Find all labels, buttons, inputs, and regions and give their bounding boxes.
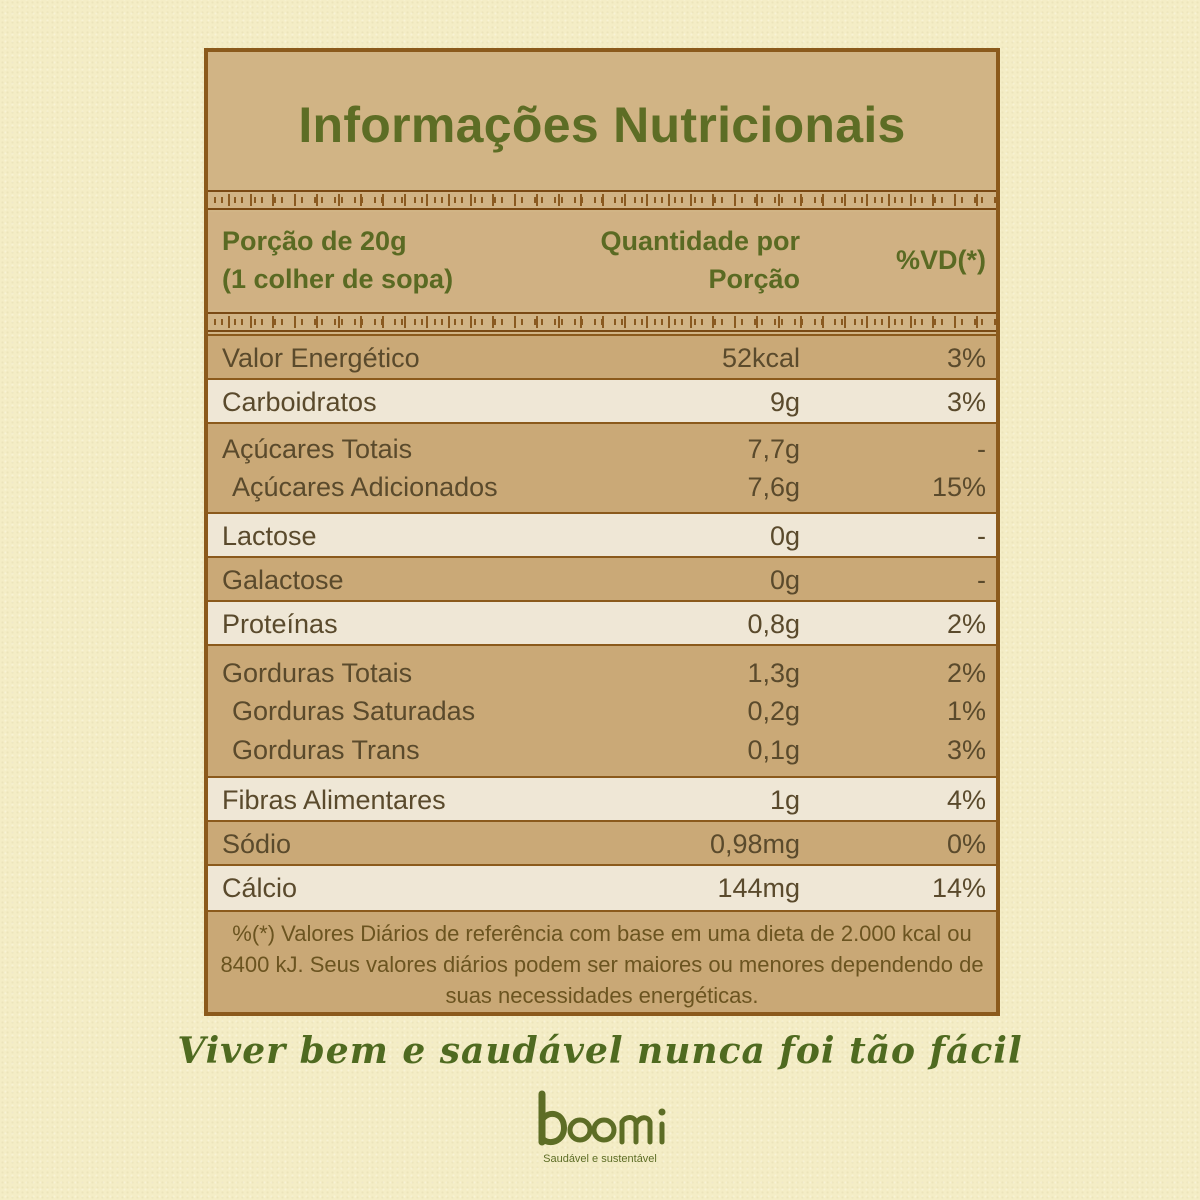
nutrient-quantity: 1g	[769, 785, 800, 815]
nutrient-quantity: 0,2g	[747, 696, 800, 726]
nutrient-row: Proteínas 0,8g 2%	[208, 600, 996, 644]
nutrient-line: Fibras Alimentares 1g 4%	[208, 781, 996, 819]
daily-value-header: %VD(*)	[895, 245, 986, 275]
decorative-stripe-top	[208, 188, 996, 212]
table-header: Porção de 20g (1 colher de sopa) Quantid…	[208, 212, 996, 310]
nutrient-name: Gorduras Totais	[222, 658, 413, 688]
nutrient-quantity: 1,3g	[747, 658, 800, 688]
nutrient-daily-value: 15%	[931, 472, 986, 502]
nutrition-facts-panel: Informações Nutricionais Porção de 20g (…	[204, 48, 1000, 1016]
slogan: Viver bem e saudável nunca foi tão fácil	[177, 1030, 1023, 1072]
quantity-header: Quantidade por Porção	[600, 222, 800, 298]
nutrient-line: Gorduras Totais 1,3g 2%	[208, 654, 996, 692]
nutrient-name: Fibras Alimentares	[222, 785, 446, 815]
nutrient-line: Cálcio 144mg 14%	[208, 869, 996, 907]
nutrient-name: Açúcares Adicionados	[232, 472, 498, 502]
nutrient-line: Gorduras Saturadas 0,2g 1%	[208, 692, 996, 730]
nutrient-quantity: 9g	[769, 387, 800, 417]
nutrition-title: Informações Nutricionais	[298, 97, 906, 153]
nutrient-name: Gorduras Trans	[232, 735, 420, 765]
nutrient-name: Galactose	[222, 565, 344, 595]
nutrient-row: Cálcio 144mg 14%	[208, 864, 996, 910]
nutrient-row: Lactose 0g -	[208, 512, 996, 556]
nutrient-name: Carboidratos	[222, 387, 377, 417]
nutrient-quantity: 0,98mg	[709, 829, 800, 859]
nutrient-row: Carboidratos 9g 3%	[208, 378, 996, 422]
nutrient-line: Galactose 0g -	[208, 561, 996, 599]
nutrient-line: Proteínas 0,8g 2%	[208, 605, 996, 643]
nutrient-line: Gorduras Trans 0,1g 3%	[208, 731, 996, 769]
brand-tagline: Saudável e sustentável	[543, 1153, 657, 1165]
decorative-stripe-bottom	[208, 310, 996, 334]
footnote-text: %(*) Valores Diários de referência com b…	[220, 921, 984, 1008]
nutrient-line: Valor Energético 52kcal 3%	[208, 339, 996, 377]
nutrient-daily-value: 2%	[946, 609, 986, 639]
nutrient-line: Açúcares Totais 7,7g -	[208, 430, 996, 468]
nutrient-row: Sódio 0,98mg 0%	[208, 820, 996, 864]
nutrient-quantity: 52kcal	[721, 343, 800, 373]
nutrient-line: Carboidratos 9g 3%	[208, 383, 996, 421]
quantity-header-line2: Porção	[708, 264, 800, 294]
nutrient-quantity: 0,8g	[747, 609, 800, 639]
nutrient-row: Açúcares Totais 7,7g - Açúcares Adicionados…	[208, 422, 996, 512]
nutrient-name: Açúcares Totais	[222, 434, 413, 464]
brand-logo-icon	[538, 1090, 666, 1146]
portion-header: Porção de 20g (1 colher de sopa)	[222, 222, 453, 298]
nutrient-name: Sódio	[222, 829, 292, 859]
nutrient-row: Valor Energético 52kcal 3%	[208, 334, 996, 378]
nutrient-quantity: 0,1g	[747, 735, 800, 765]
nutrient-quantity: 7,7g	[747, 434, 800, 464]
nutrient-quantity: 0g	[769, 521, 800, 551]
nutrient-row: Gorduras Totais 1,3g 2% Gorduras Saturadas 0…	[208, 644, 996, 776]
nutrient-daily-value: -	[977, 521, 986, 551]
nutrient-daily-value: 2%	[946, 658, 986, 688]
nutrient-line: Lactose 0g -	[208, 517, 996, 555]
quantity-header-line1: Quantidade por	[600, 226, 800, 256]
nutrient-daily-value: 4%	[946, 785, 986, 815]
nutrient-name: Gorduras Saturadas	[232, 696, 476, 726]
nutrient-name: Lactose	[222, 521, 317, 551]
nutrient-line: Sódio 0,98mg 0%	[208, 825, 996, 863]
nutrient-quantity: 7,6g	[747, 472, 800, 502]
nutrient-daily-value: -	[977, 434, 986, 464]
portion-size-label: Porção de 20g	[222, 226, 407, 256]
nutrient-daily-value: 1%	[946, 696, 986, 726]
nutrient-daily-value: 3%	[946, 735, 986, 765]
title-band: Informações Nutricionais	[208, 52, 996, 188]
nutrient-line: Açúcares Adicionados 7,6g 15%	[208, 468, 996, 506]
nutrient-daily-value: 0%	[946, 829, 986, 859]
nutrient-daily-value: -	[977, 565, 986, 595]
nutrient-name: Proteínas	[222, 609, 338, 639]
nutrient-daily-value: 14%	[931, 873, 986, 903]
portion-measure-label: (1 colher de sopa)	[222, 264, 454, 294]
nutrient-row: Fibras Alimentares 1g 4%	[208, 776, 996, 820]
nutrient-daily-value: 3%	[946, 343, 986, 373]
nutrient-quantity: 144mg	[717, 873, 800, 903]
nutrient-row: Galactose 0g -	[208, 556, 996, 600]
footnote-band: %(*) Valores Diários de referência com b…	[208, 910, 996, 1012]
nutrient-name: Cálcio	[222, 873, 298, 903]
nutrient-name: Valor Energético	[222, 343, 420, 373]
nutrient-daily-value: 3%	[946, 387, 986, 417]
nutrient-quantity: 0g	[769, 565, 800, 595]
